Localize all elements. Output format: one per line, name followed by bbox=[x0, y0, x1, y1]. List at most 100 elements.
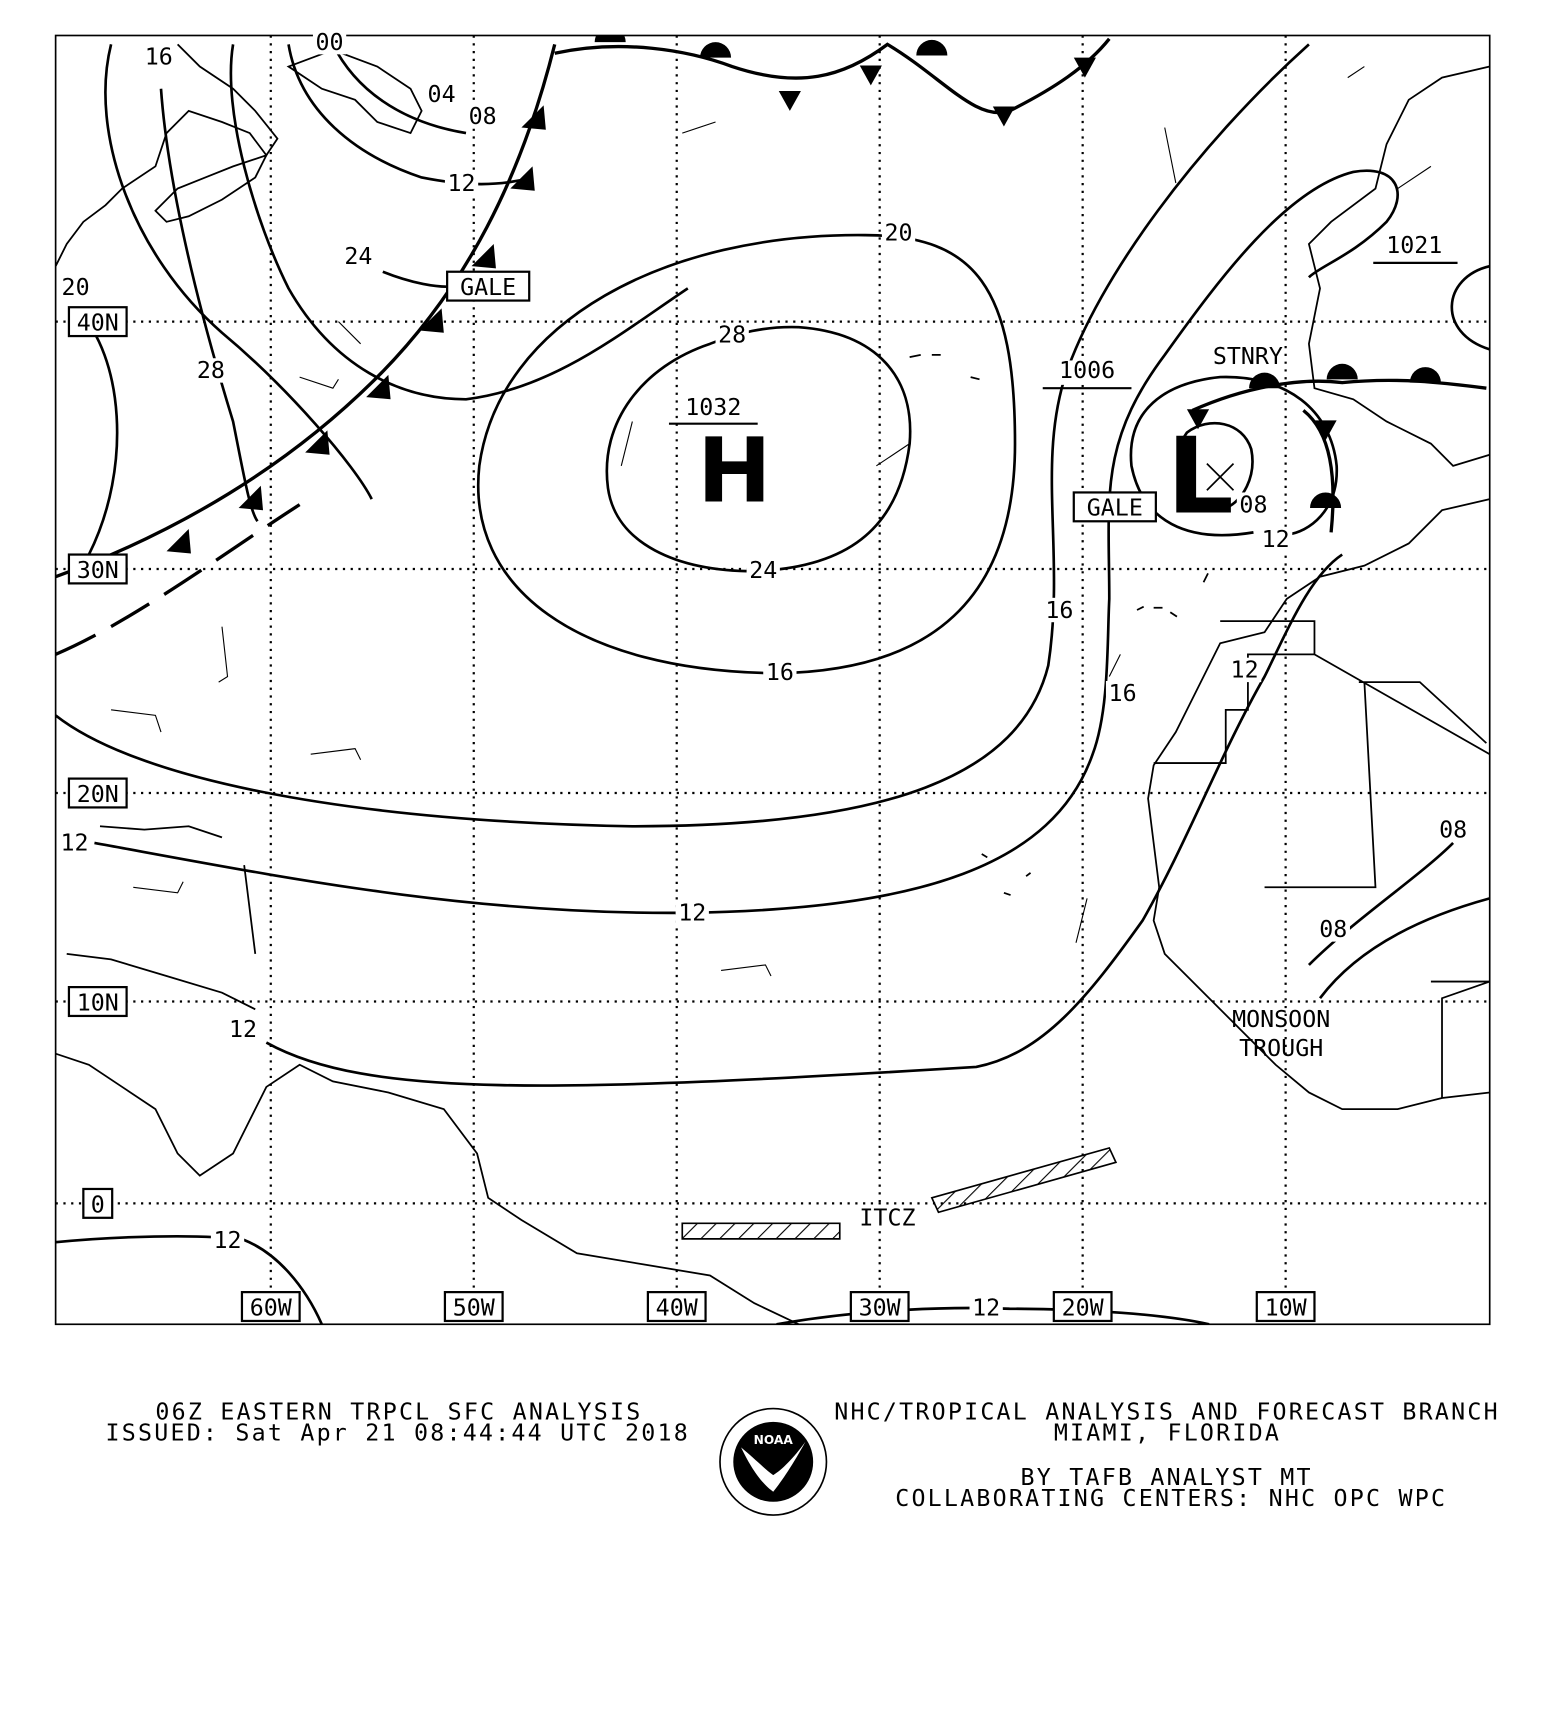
longitude-label: 50W bbox=[443, 1291, 504, 1323]
cold-front-triangle bbox=[238, 485, 264, 511]
coastline-south-america bbox=[55, 1052, 800, 1325]
cold-front-triangle bbox=[471, 244, 496, 269]
isobar-label: 24 bbox=[749, 557, 777, 584]
cold-front-triangle bbox=[992, 106, 1016, 127]
isobar-label: 28 bbox=[718, 322, 746, 349]
isobar-label-bg bbox=[1436, 817, 1470, 842]
isobar-label: 04 bbox=[428, 81, 456, 108]
longitude-label: 30W bbox=[849, 1291, 910, 1323]
lat-lon-grid bbox=[55, 35, 1490, 1325]
footer-analyst: BY TAFB ANALYST MT bbox=[1021, 1464, 1313, 1491]
gale-warning-label: GALE bbox=[1072, 491, 1157, 523]
map-frame bbox=[54, 34, 1491, 1326]
footer-collab: COLLABORATING CENTERS: NHC OPC WPC bbox=[895, 1485, 1447, 1512]
cold-front-triangle bbox=[1186, 409, 1210, 430]
noaa-logo-text: NOAA bbox=[754, 1433, 794, 1447]
longitude-label-text: 10W bbox=[1265, 1294, 1308, 1321]
isobar-1008-africa bbox=[1307, 841, 1490, 1000]
cold-front-triangle bbox=[1314, 420, 1337, 441]
isobar-label-bg bbox=[969, 1295, 1003, 1320]
isobar-label: 08 bbox=[1239, 491, 1267, 518]
latitude-label-text: 30N bbox=[77, 557, 119, 584]
isobar-label: 08 bbox=[469, 103, 497, 130]
stationary-front-north bbox=[554, 37, 1111, 115]
isobar-label-bg bbox=[1227, 657, 1262, 683]
longitude-label: 60W bbox=[240, 1291, 301, 1323]
longitude-label-text: 60W bbox=[250, 1294, 293, 1321]
isobar-1028 bbox=[605, 325, 912, 573]
isobar-1012-northwest bbox=[382, 270, 456, 288]
longitude-label: 20W bbox=[1052, 1291, 1113, 1323]
isobar-label: 00 bbox=[316, 29, 344, 56]
isobar-label: 28 bbox=[197, 357, 225, 384]
coastline-north-america bbox=[55, 43, 279, 267]
high-pressure-value: 1032 bbox=[685, 394, 741, 421]
latitude-label: 10N bbox=[67, 986, 128, 1018]
warm-front-semicircle bbox=[916, 39, 948, 56]
latitude-label-text: 0 bbox=[91, 1191, 105, 1218]
latitude-label-text: 40N bbox=[77, 310, 119, 337]
isobar-label-bg bbox=[58, 275, 93, 300]
footer-location: MIAMI, FLORIDA bbox=[1054, 1420, 1281, 1447]
gale-warning-label: GALE bbox=[446, 270, 531, 302]
high-pressure-symbol: H bbox=[697, 419, 771, 522]
low-center-x-icon bbox=[1206, 463, 1235, 491]
isobar-label-bg bbox=[210, 1227, 245, 1253]
isobar-label-bg bbox=[715, 322, 749, 348]
isobar-label: 12 bbox=[972, 1294, 1000, 1321]
latitude-label: 20N bbox=[67, 777, 128, 809]
map-labels: 40N 30N 20N 10N 0 60W 50W 40W 30W 20W 10W 16 00 04 08 1… bbox=[57, 29, 1470, 1323]
isobar-label: 16 bbox=[145, 43, 173, 70]
isobar-1016 bbox=[94, 169, 1399, 915]
isobar-label-bg bbox=[444, 170, 479, 196]
isobar-label: 20 bbox=[885, 220, 913, 247]
cold-front-triangle bbox=[305, 430, 330, 455]
isobar-label-bg bbox=[1042, 597, 1077, 623]
itcz-segment-west bbox=[681, 1222, 841, 1240]
isobar-1012-low bbox=[1129, 375, 1338, 537]
latitude-label-text: 20N bbox=[77, 781, 119, 808]
isobar-label-bg bbox=[312, 29, 347, 55]
cold-front bbox=[55, 43, 557, 579]
isobar-label-bg bbox=[142, 44, 176, 69]
gale-warning-label-text: GALE bbox=[1087, 495, 1143, 522]
latitude-label-text: 10N bbox=[77, 989, 119, 1016]
cold-front-triangle bbox=[778, 90, 801, 111]
isobar-label-bg bbox=[57, 830, 92, 856]
isobar-1021 bbox=[1450, 264, 1490, 351]
warm-front-semicircle bbox=[1249, 372, 1281, 389]
isobar-1016-west bbox=[104, 44, 373, 500]
coastline-newfoundland bbox=[286, 48, 423, 135]
itcz bbox=[681, 1146, 1118, 1240]
isobar-label: 12 bbox=[229, 1016, 257, 1043]
cold-front-triangle bbox=[419, 308, 444, 333]
isobar-label: 12 bbox=[678, 900, 706, 927]
isobar-1004-north bbox=[331, 43, 467, 135]
isobar-label: 08 bbox=[1319, 916, 1347, 943]
longitude-label-text: 40W bbox=[656, 1294, 699, 1321]
isobar-label-bg bbox=[341, 244, 376, 269]
isobar-label: 12 bbox=[60, 830, 88, 857]
isobar-label: 24 bbox=[344, 243, 372, 270]
monsoon-trough-label: TROUGH bbox=[1239, 1035, 1323, 1062]
isobar-1008-north bbox=[287, 44, 533, 186]
isobar-label: 12 bbox=[214, 1227, 242, 1254]
longitude-label-text: 30W bbox=[859, 1294, 902, 1321]
cold-front-triangle bbox=[1073, 57, 1096, 78]
longitude-label-text: 20W bbox=[1062, 1294, 1105, 1321]
stationary-front-low bbox=[1191, 378, 1487, 533]
coastline-caribbean bbox=[66, 825, 257, 1011]
isobar-label-bg bbox=[226, 1017, 260, 1042]
stationary-front-label: STNRY bbox=[1213, 343, 1283, 370]
isobar-label: 08 bbox=[1439, 816, 1467, 843]
isobar-1008-low bbox=[1176, 421, 1254, 512]
surface-trough bbox=[55, 503, 301, 656]
coastline-canary-islands bbox=[1136, 573, 1209, 618]
isobar-label-bg bbox=[1316, 917, 1350, 942]
isobar-1012-east bbox=[265, 553, 1343, 1087]
latitude-label: 40N bbox=[67, 306, 128, 338]
coastline-europe bbox=[1307, 65, 1490, 467]
isobar-1012-west bbox=[229, 44, 689, 401]
cold-front-triangle bbox=[521, 105, 546, 130]
latitude-label: 30N bbox=[67, 553, 128, 585]
